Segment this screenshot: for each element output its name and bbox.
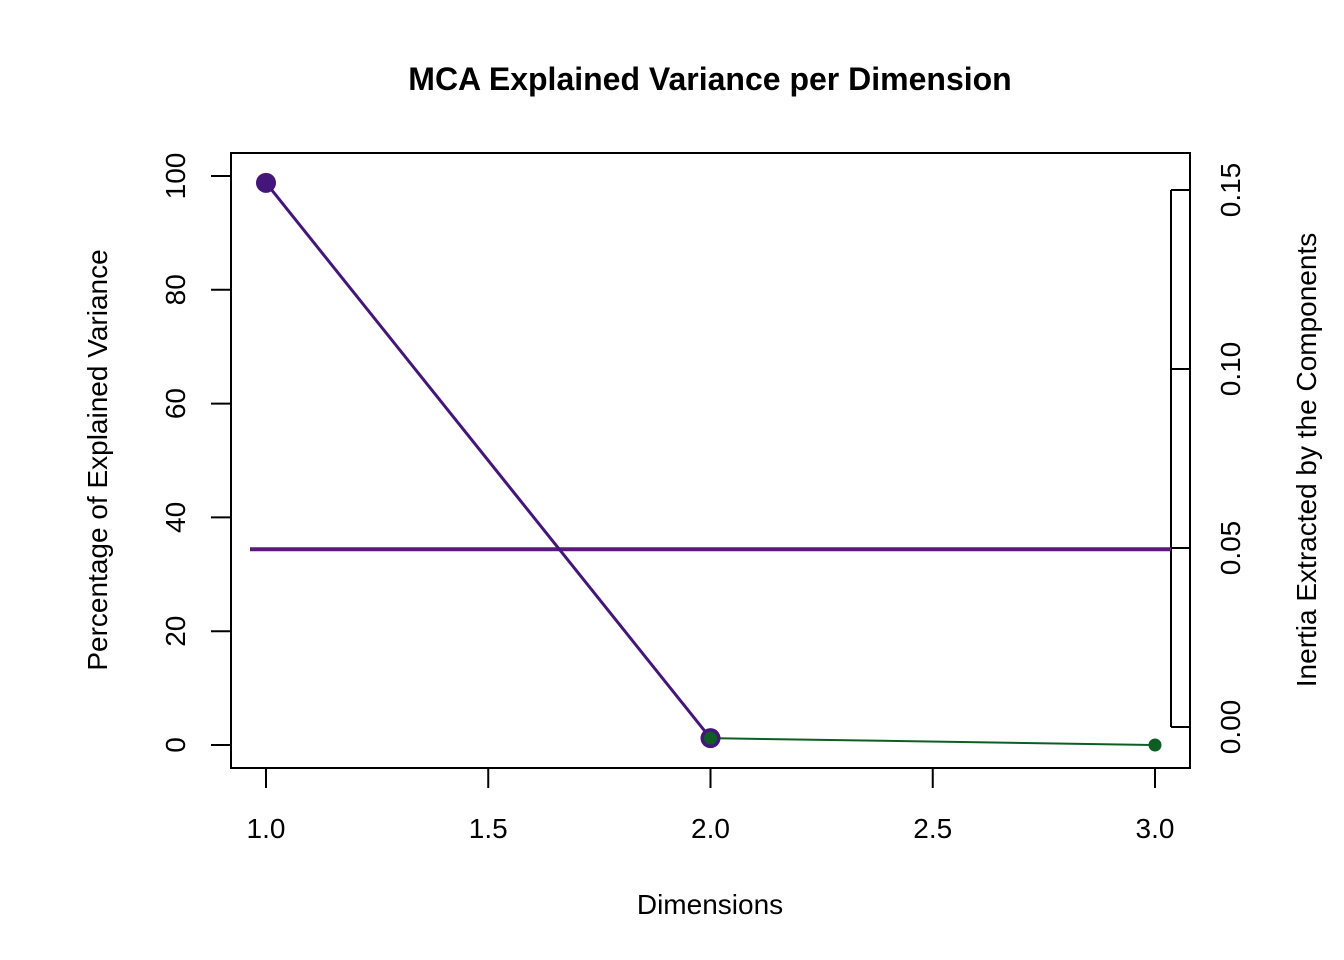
- x-tick-label: 2.0: [691, 813, 730, 844]
- y-tick-label: 0: [160, 737, 191, 753]
- y2-tick-label: 0.15: [1215, 163, 1246, 218]
- x-axis-label: Dimensions: [637, 889, 783, 920]
- y-tick-label: 40: [160, 502, 191, 533]
- y2-axis: 0.00 0.05 0.10 0.15: [1170, 163, 1246, 755]
- y-tick-label: 20: [160, 616, 191, 647]
- y2-tick-label: 0.00: [1215, 700, 1246, 755]
- data-point-non-significant: [1148, 738, 1162, 752]
- x-tick-label: 2.5: [913, 813, 952, 844]
- y-tick-label: 60: [160, 388, 191, 419]
- data-point-significant: [256, 172, 276, 193]
- y-axis-label: Percentage of Explained Variance: [82, 249, 113, 670]
- y2-tick-label: 0.10: [1215, 342, 1246, 397]
- y-tick-label: 100: [160, 153, 191, 200]
- x-tick-label: 1.5: [469, 813, 508, 844]
- y2-axis-label: Inertia Extracted by the Components: [1291, 233, 1322, 687]
- x-tick-label: 3.0: [1136, 813, 1175, 844]
- chart-marks: [250, 172, 1171, 752]
- data-point-non-significant: [704, 731, 717, 745]
- series-line-non-significant: [710, 737, 1156, 746]
- x-tick-label: 1.0: [247, 813, 286, 844]
- chart-title: MCA Explained Variance per Dimension: [408, 61, 1011, 97]
- plot-frame: [230, 152, 1191, 769]
- y-tick-label: 80: [160, 274, 191, 305]
- y2-tick-label: 0.05: [1215, 521, 1246, 576]
- x-axis: 1.0 1.5 2.0 2.5 3.0: [247, 768, 1175, 844]
- y-axis: 0 20 40 60 80 100: [160, 153, 231, 753]
- series-line-significant: [264, 181, 712, 740]
